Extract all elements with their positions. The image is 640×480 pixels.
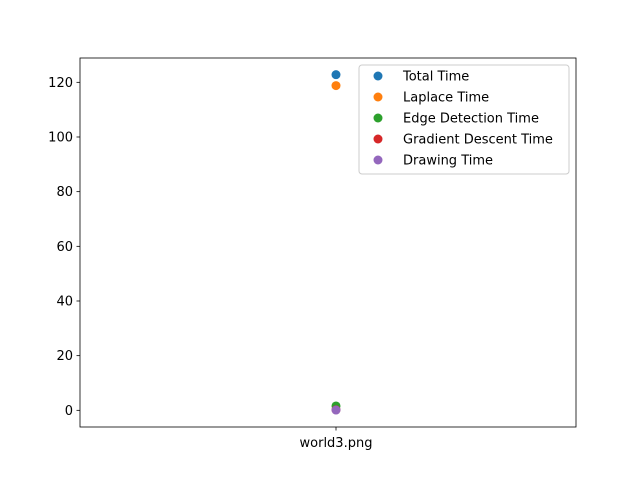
plot-frame [79,57,577,428]
legend-marker [373,92,383,102]
legend-label: Edge Detection Time [403,112,539,127]
y-tick-label: 0 [65,404,73,419]
legend-label: Total Time [402,70,469,85]
legend: Total Time Laplace Time Edge Detection Tim… [358,64,570,175]
y-tick-label: 100 [48,130,73,145]
legend-marker [373,134,383,144]
legend-marker [373,155,383,165]
data-points [331,70,341,415]
y-tick-label: 20 [56,349,73,364]
legend-label: Drawing Time [403,154,493,169]
x-axis: world3.png [300,427,373,451]
legend-marker [373,71,383,81]
legend-marker [373,113,383,123]
y-tick-label: 80 [56,185,73,200]
x-tick-label: world3.png [300,436,373,451]
legend-label: Laplace Time [403,91,489,106]
y-tick-label: 120 [48,76,73,91]
y-tick-label: 60 [56,240,73,255]
y-axis: 0 20 40 60 80 100 120 [48,76,80,419]
y-tick-label: 40 [56,294,73,309]
legend-box [358,64,570,175]
data-point [331,405,341,415]
data-point [331,70,341,80]
legend-label: Gradient Descent Time [403,133,553,148]
data-point [331,81,341,91]
